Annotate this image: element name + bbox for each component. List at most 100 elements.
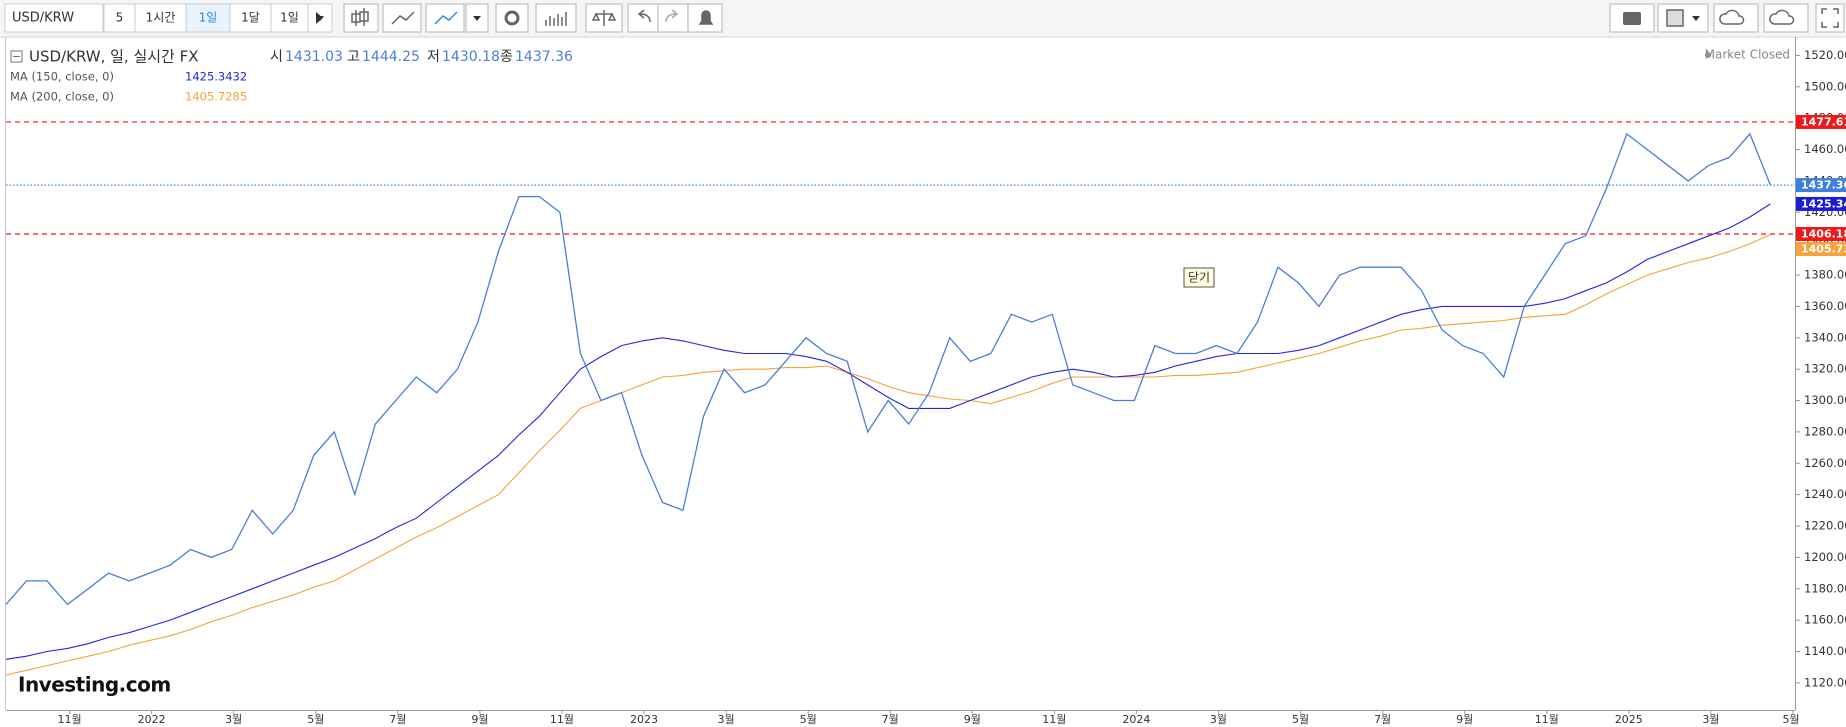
y-tick-label: 1520.00	[1804, 48, 1846, 62]
ohlc-value: 1430.18	[442, 49, 500, 65]
cloud-save-button[interactable]	[1763, 3, 1809, 33]
interval-button[interactable]	[270, 3, 309, 33]
ohlc-value: 1437.36	[515, 49, 573, 65]
x-tick-label: 2025	[1615, 713, 1643, 726]
annotation-box[interactable]	[1183, 267, 1215, 288]
price-tag	[1796, 226, 1846, 241]
x-tick-label: 2022	[138, 713, 166, 726]
interval-button[interactable]	[134, 3, 187, 33]
x-tick-label: 2023	[630, 713, 658, 726]
interval-button[interactable]	[185, 3, 231, 33]
cloud-icon	[1719, 9, 1745, 25]
indicators-button[interactable]	[535, 3, 577, 33]
x-tick-label: 5월	[307, 713, 324, 726]
market-status: Market Closed	[1705, 48, 1790, 62]
y-tick-label: 1340.00	[1804, 330, 1846, 344]
collapse-icon[interactable]	[10, 50, 23, 63]
line-button[interactable]	[425, 3, 465, 33]
line-icon	[434, 11, 458, 25]
legend-entry: MA (200, close, 0)	[10, 90, 114, 104]
candle-icon	[351, 8, 369, 26]
price-tag	[1796, 241, 1846, 256]
ohlc-value: 1431.03	[285, 49, 343, 65]
dropdown-arrow	[473, 16, 481, 21]
x-tick-label: 3월	[1702, 713, 1719, 726]
x-tick-label: 9월	[964, 713, 981, 726]
status-dot	[1705, 52, 1711, 58]
y-tick-label: 1180.00	[1804, 581, 1846, 595]
cloud-icon	[1769, 9, 1795, 25]
plot: 1120.00 1140.00 1160.00 1180.00 1200.00 1220.…	[5, 37, 1846, 726]
price-tag	[1796, 114, 1846, 129]
interval-buttons: 5 1시간 1일 1달 1일	[103, 3, 333, 33]
x-tick-label: 7월	[1374, 713, 1391, 726]
compare-icon	[591, 10, 617, 26]
x-tick-label: 9월	[471, 713, 488, 726]
ohlc-label: 고	[347, 49, 360, 65]
price-tag-label: 1405.73	[1801, 242, 1846, 255]
settings-button[interactable]	[495, 3, 529, 33]
y-tick-label: 1280.00	[1804, 424, 1846, 438]
y-tick-label: 1260.00	[1804, 456, 1846, 470]
x-tick-label: 7월	[389, 713, 406, 726]
gear-icon	[504, 10, 520, 26]
legend-value: 1405.7285	[185, 90, 247, 104]
price-tag	[1796, 178, 1846, 193]
price-tag-label: 1477.61	[1801, 115, 1846, 128]
x-tick-label: 11월	[58, 713, 82, 726]
ohlc-label: 종	[500, 49, 513, 65]
y-tick-label: 1160.00	[1804, 613, 1846, 627]
y-tick-label: 1240.00	[1804, 487, 1846, 501]
y-tick-label: 1500.00	[1804, 79, 1846, 93]
interval-label: 1일	[280, 11, 299, 25]
interval-label: 1시간	[146, 11, 176, 25]
interval-label: 5	[116, 11, 124, 25]
x-tick-label: 5월	[1292, 713, 1309, 726]
interval-button[interactable]	[103, 3, 136, 33]
x-tick-label: 5월	[800, 713, 817, 726]
alert-button[interactable]	[687, 3, 723, 33]
interval-label: 1일	[199, 11, 218, 25]
watermark: Investing.com	[18, 673, 171, 697]
dropdown-arrow[interactable]	[316, 12, 323, 24]
alert-icon	[698, 10, 714, 25]
layout-icon	[1666, 9, 1684, 27]
y-tick-label: 1220.00	[1804, 519, 1846, 533]
series-line	[5, 234, 1771, 676]
symbol: USD/KRW	[12, 11, 74, 26]
cloud-load-button[interactable]	[1713, 3, 1759, 33]
x-tick-label: 11월	[550, 713, 574, 726]
legend-value: 1425.3432	[185, 70, 247, 84]
price-tag-label: 1406.18	[1801, 227, 1846, 240]
candle-button[interactable]	[343, 3, 379, 33]
y-tick-label: 1200.00	[1804, 550, 1846, 564]
indicators-icon	[545, 12, 567, 26]
fullscreen-icon	[1821, 8, 1839, 28]
y-tick-label: 1380.00	[1804, 268, 1846, 282]
x-tick-label: 3월	[1210, 713, 1227, 726]
y-tick-label: 1120.00	[1804, 675, 1846, 689]
fullscreen-button[interactable]	[1815, 3, 1845, 33]
y-tick-label: 1460.00	[1804, 142, 1846, 156]
x-tick-label: 3월	[718, 713, 735, 726]
ohlc-value: 1444.25	[362, 49, 420, 65]
x-tick-label: 9월	[1456, 713, 1473, 726]
price-tag-label: 1437.36	[1801, 179, 1846, 192]
undo-icon	[637, 9, 651, 23]
toolbar-icons	[316, 3, 1845, 33]
x-tick-label: 5월	[1782, 713, 1799, 726]
camera-icon	[1623, 12, 1641, 25]
redo-icon	[665, 9, 679, 23]
x-tick-label: 3월	[225, 713, 242, 726]
annotation: 닫기	[1188, 271, 1210, 285]
price-tag	[1796, 196, 1846, 211]
series-line	[5, 203, 1771, 660]
interval-label: 1달	[241, 11, 260, 25]
x-tick-label: 7월	[882, 713, 899, 726]
symbol-input[interactable]	[4, 3, 104, 33]
y-tick-label: 1320.00	[1804, 362, 1846, 376]
price-tag-label: 1425.34	[1801, 197, 1846, 210]
series-title: USD/KRW, 일, 실시간 FX	[29, 48, 199, 66]
x-tick-label: 11월	[1042, 713, 1066, 726]
